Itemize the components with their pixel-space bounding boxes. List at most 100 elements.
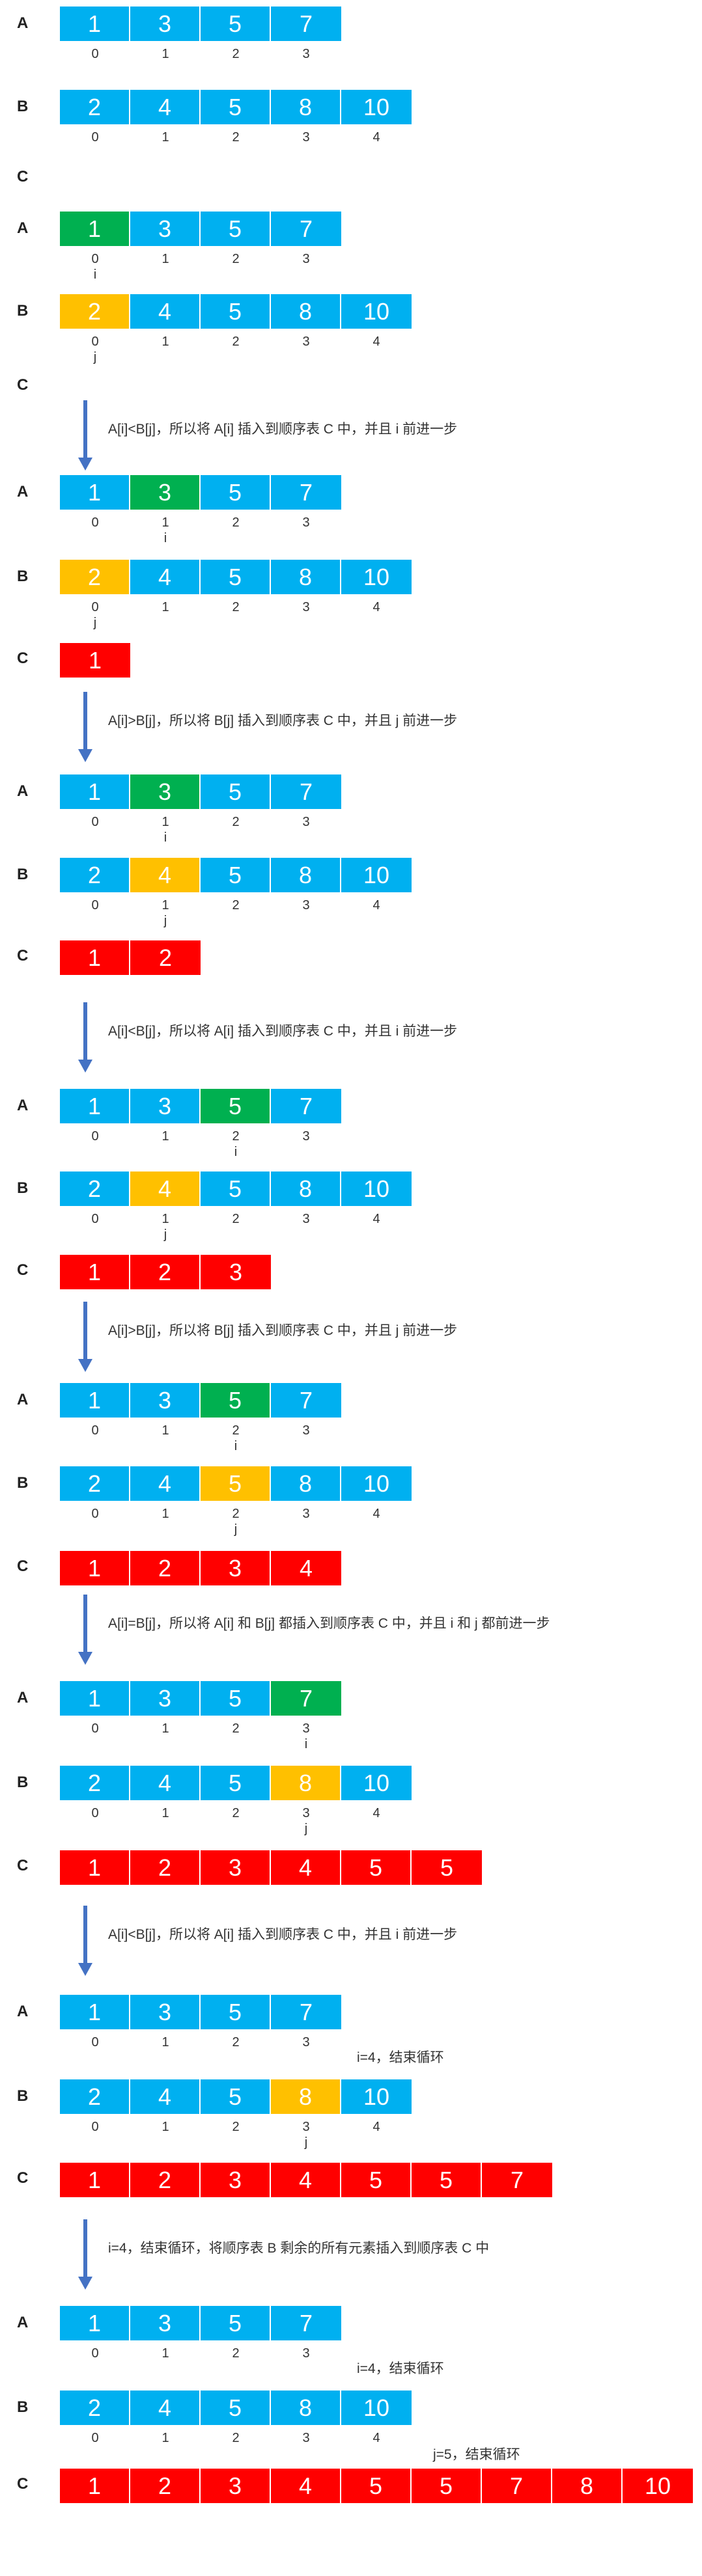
array-b-cell: 2 <box>60 2391 130 2425</box>
array-a-cell: 3 <box>130 1089 201 1123</box>
array-b-cell: 4 <box>130 560 201 594</box>
row-label-a: A <box>17 2314 29 2331</box>
array-a-index-label: 0 <box>91 252 99 266</box>
array-a-cell: 3 <box>130 1995 201 2029</box>
pointer-j: j <box>163 914 167 928</box>
array-b-index-label: 3 <box>302 898 310 912</box>
array-c-cell: 3 <box>201 1850 271 1885</box>
array-b-index-label: 1 <box>161 600 169 614</box>
array-b-cell: 5 <box>201 2079 271 2114</box>
array-b-index-label: 2 <box>232 1212 240 1226</box>
array-a-index-label: 0 <box>91 2035 99 2049</box>
array-b-index-label: 0 <box>91 600 99 614</box>
array-c-cell: 1 <box>60 940 130 975</box>
array-b-cell: 10 <box>341 560 412 594</box>
array-b-cell: 8 <box>271 1466 341 1501</box>
array-a-cell: 5 <box>201 1995 271 2029</box>
array-b-index-label: 4 <box>372 2431 380 2445</box>
pointer-j: j <box>304 1822 308 1836</box>
down-arrow-icon <box>78 1595 92 1665</box>
array-b-cell: 2 <box>60 858 130 892</box>
array-b-cell: 4 <box>130 1466 201 1501</box>
array-a-cell: 1 <box>60 1383 130 1418</box>
row-label-b: B <box>17 302 29 320</box>
array-b-index-label: 2 <box>232 1806 240 1820</box>
array-c-cell: 1 <box>60 2163 130 2197</box>
array-a-index-label: 3 <box>302 1721 310 1736</box>
pointer-j: j <box>304 2135 308 2150</box>
array-b-cell: 4 <box>130 294 201 329</box>
array-b-cell: 5 <box>201 90 271 124</box>
array-b-cell: 2 <box>60 294 130 329</box>
pointer-i: i <box>163 531 167 545</box>
down-arrow-icon <box>78 2219 92 2290</box>
array-a-index-label: 1 <box>161 2346 169 2361</box>
array-a-index-label: 2 <box>232 2346 240 2361</box>
row-label-c: C <box>17 1261 29 1279</box>
array-b-cell: 8 <box>271 90 341 124</box>
array-b-index-label: 2 <box>232 335 240 349</box>
array-a-index-label: 1 <box>161 515 169 530</box>
array-a-cell: 7 <box>271 2306 341 2340</box>
array-a-cell: 1 <box>60 2306 130 2340</box>
array-a-index-label: 2 <box>232 815 240 829</box>
array-b-cell: 8 <box>271 2391 341 2425</box>
array-c-cell: 5 <box>341 2163 412 2197</box>
array-c-cell: 3 <box>201 1551 271 1585</box>
array-b-cell: 10 <box>341 90 412 124</box>
array-a-index-label: 3 <box>302 47 310 61</box>
step-note: A[i]<B[j]，所以将 A[i] 插入到顺序表 C 中，并且 i 前进一步 <box>108 1024 458 1039</box>
array-c-cell: 1 <box>60 1850 130 1885</box>
step-note: A[i]>B[j]，所以将 B[j] 插入到顺序表 C 中，并且 j 前进一步 <box>108 713 458 728</box>
array-b-index-label: 1 <box>161 130 169 144</box>
array-a-index-label: 0 <box>91 515 99 530</box>
array-c-cell: 1 <box>60 1255 130 1289</box>
array-b-index-label: 4 <box>372 1507 380 1521</box>
array-b-index-label: 2 <box>232 898 240 912</box>
row-label-a: A <box>17 2003 29 2020</box>
array-a-cell: 1 <box>60 7 130 41</box>
array-b-cell: 4 <box>130 2079 201 2114</box>
array-a-cell: 5 <box>201 1681 271 1716</box>
array-b-index-label: 1 <box>161 898 169 912</box>
array-b-index-label: 1 <box>161 1212 169 1226</box>
array-a-index-label: 1 <box>161 1129 169 1144</box>
array-a-cell: 7 <box>271 212 341 246</box>
down-arrow-icon <box>78 1906 92 1976</box>
row-label-b: B <box>17 1474 29 1492</box>
pointer-j: j <box>93 350 97 364</box>
array-b-index-label: 0 <box>91 2120 99 2134</box>
array-b-cell: 8 <box>271 858 341 892</box>
array-b-cell: 4 <box>130 2391 201 2425</box>
array-b-cell: 5 <box>201 1172 271 1206</box>
row-label-c: C <box>17 2475 29 2493</box>
array-c-cell: 10 <box>623 2469 693 2503</box>
array-b-index-label: 3 <box>302 1212 310 1226</box>
array-c-cell: 2 <box>130 2469 201 2503</box>
array-a-cell: 7 <box>271 1681 341 1716</box>
array-c-cell: 3 <box>201 2469 271 2503</box>
loop-end-note-i: i=4，结束循环 <box>357 2361 444 2376</box>
pointer-i: i <box>234 1439 238 1453</box>
row-label-b: B <box>17 1179 29 1197</box>
row-label-c: C <box>17 2169 29 2187</box>
pointer-i: i <box>304 1737 308 1751</box>
array-b-index-label: 0 <box>91 1806 99 1820</box>
array-b-cell: 2 <box>60 1766 130 1800</box>
array-a-index-label: 1 <box>161 252 169 266</box>
array-a-cell: 3 <box>130 475 201 510</box>
array-b-index-label: 1 <box>161 2431 169 2445</box>
array-b-index-label: 0 <box>91 1507 99 1521</box>
array-a-index-label: 0 <box>91 1129 99 1144</box>
array-c-cell: 2 <box>130 1850 201 1885</box>
array-b-index-label: 0 <box>91 130 99 144</box>
array-b-index-label: 4 <box>372 898 380 912</box>
array-a-cell: 3 <box>130 1383 201 1418</box>
array-c-cell: 2 <box>130 1551 201 1585</box>
array-c-cell: 4 <box>271 1850 341 1885</box>
array-b-index-label: 2 <box>232 130 240 144</box>
array-b-index-label: 3 <box>302 1507 310 1521</box>
array-c-cell: 5 <box>341 2469 412 2503</box>
array-b-cell: 5 <box>201 2391 271 2425</box>
array-b-cell: 5 <box>201 1766 271 1800</box>
